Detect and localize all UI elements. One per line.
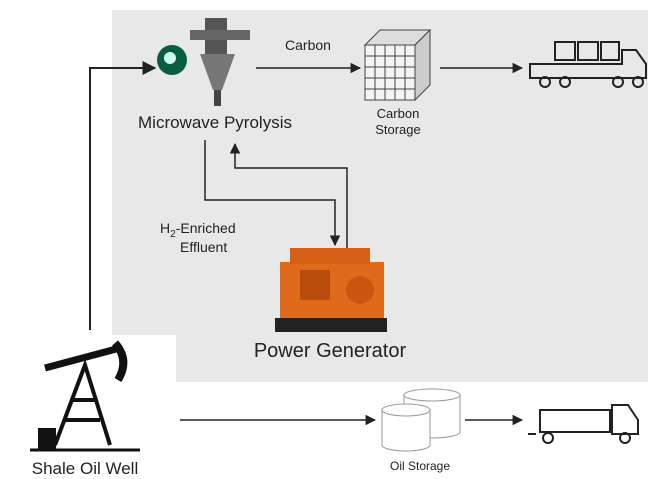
pyrolysis-icon	[157, 18, 250, 106]
effluent-label: H2-Enriched	[160, 220, 236, 240]
truck-icon	[529, 41, 647, 88]
carbon-storage-label: Carbon	[377, 106, 420, 121]
well-label: Shale Oil Well	[32, 459, 138, 478]
carbon-storage-label: Storage	[375, 122, 421, 137]
power-arrow	[229, 142, 348, 250]
carbon-storage-icon	[363, 28, 432, 102]
effluent-label: Effluent	[180, 239, 227, 255]
well-arrow	[89, 61, 157, 330]
tanker-icon	[528, 404, 639, 444]
effluent-arrow	[204, 140, 341, 247]
carbon-label: Carbon	[285, 37, 331, 53]
oil-storage-label: Oil Storage	[390, 459, 450, 473]
generator-icon	[275, 248, 387, 332]
generator-label: Power Generator	[254, 340, 407, 362]
oil-storage-icon	[381, 388, 461, 452]
pyrolysis-label: Microwave Pyrolysis	[138, 113, 292, 132]
well-icon	[30, 340, 140, 452]
